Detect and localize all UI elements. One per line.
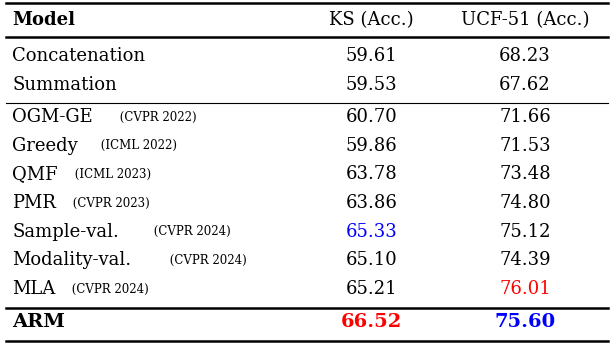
Text: 66.52: 66.52: [341, 313, 402, 331]
Text: (CVPR 2024): (CVPR 2024): [68, 282, 149, 295]
Text: (CVPR 2022): (CVPR 2022): [117, 110, 197, 123]
Text: 71.66: 71.66: [499, 108, 551, 126]
Text: 63.86: 63.86: [346, 194, 397, 212]
Text: UCF-51 (Acc.): UCF-51 (Acc.): [460, 11, 589, 30]
Text: 76.01: 76.01: [499, 280, 551, 298]
Text: 73.48: 73.48: [499, 165, 551, 183]
Text: (CVPR 2024): (CVPR 2024): [150, 225, 231, 238]
Text: 65.21: 65.21: [346, 280, 397, 298]
Text: 75.60: 75.60: [494, 313, 556, 331]
Text: QMF: QMF: [12, 165, 58, 183]
Text: 75.12: 75.12: [499, 223, 551, 241]
Text: 74.80: 74.80: [499, 194, 551, 212]
Text: (ICML 2023): (ICML 2023): [71, 168, 151, 181]
Text: Summation: Summation: [12, 76, 117, 94]
Text: OGM-GE: OGM-GE: [12, 108, 93, 126]
Text: 74.39: 74.39: [499, 251, 551, 269]
Text: 59.86: 59.86: [346, 137, 397, 155]
Text: 63.78: 63.78: [346, 165, 397, 183]
Text: (CVPR 2023): (CVPR 2023): [69, 196, 150, 209]
Text: 60.70: 60.70: [346, 108, 397, 126]
Text: Sample-val.: Sample-val.: [12, 223, 119, 241]
Text: PMR: PMR: [12, 194, 56, 212]
Text: 59.53: 59.53: [346, 76, 397, 94]
Text: 65.33: 65.33: [346, 223, 397, 241]
Text: (CVPR 2024): (CVPR 2024): [166, 254, 247, 267]
Text: Modality-val.: Modality-val.: [12, 251, 131, 269]
Text: (ICML 2022): (ICML 2022): [97, 139, 177, 152]
Text: 67.62: 67.62: [499, 76, 551, 94]
Text: Model: Model: [12, 11, 76, 30]
Text: 68.23: 68.23: [499, 47, 551, 65]
Text: 65.10: 65.10: [346, 251, 397, 269]
Text: ARM: ARM: [12, 313, 65, 331]
Text: 59.61: 59.61: [346, 47, 397, 65]
Text: KS (Acc.): KS (Acc.): [329, 11, 414, 30]
Text: Concatenation: Concatenation: [12, 47, 146, 65]
Text: MLA: MLA: [12, 280, 55, 298]
Text: 71.53: 71.53: [499, 137, 551, 155]
Text: Greedy: Greedy: [12, 137, 78, 155]
